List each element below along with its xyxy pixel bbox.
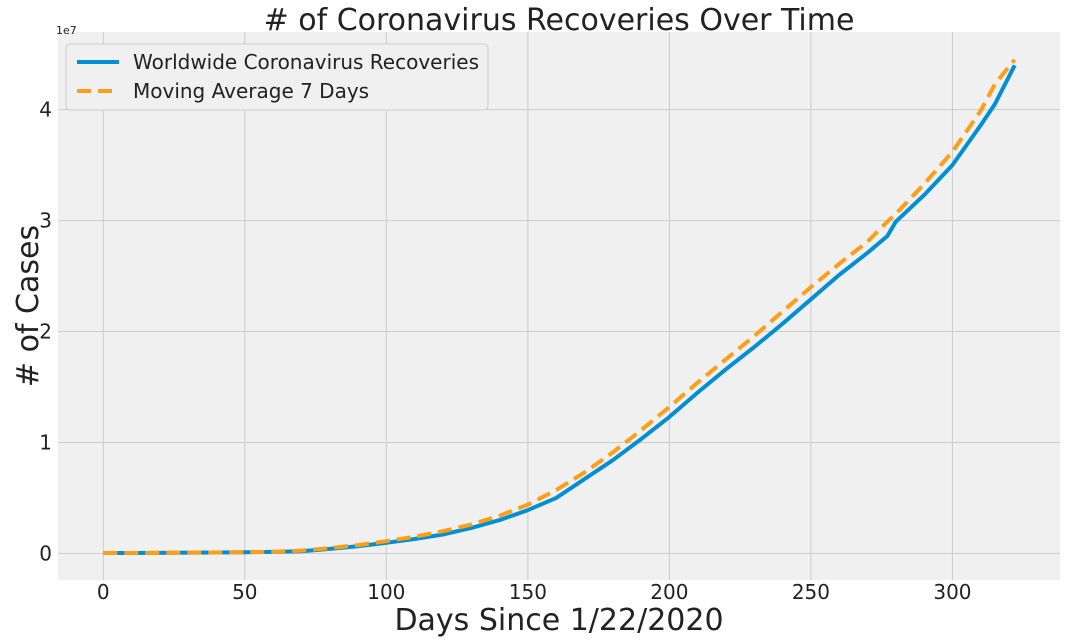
legend-label-recoveries: Worldwide Coronavirus Recoveries	[133, 50, 479, 74]
x-tick-label: 300	[933, 580, 971, 604]
x-tick-label: 100	[367, 580, 405, 604]
series-line-moving-average	[103, 58, 1017, 555]
x-tick-label: 250	[792, 580, 830, 604]
x-tick-label: 0	[97, 580, 110, 604]
legend: Worldwide Coronavirus Recoveries Moving …	[65, 43, 489, 111]
x-tick-label: 200	[650, 580, 688, 604]
y-tick-label: 1	[39, 430, 52, 454]
x-tick-label: 150	[509, 580, 547, 604]
x-axis-label: Days Since 1/22/2020	[394, 603, 723, 638]
y-axis-exponent-label: 1e7	[56, 24, 77, 37]
series-lines	[103, 58, 1017, 555]
x-tick-label: 50	[232, 580, 257, 604]
y-tick-label: 4	[39, 98, 52, 122]
legend-box	[65, 43, 489, 111]
y-tick-label: 0	[39, 541, 52, 565]
y-tick-label: 2	[39, 320, 52, 344]
y-axis-label: # of Cases	[11, 225, 46, 387]
tick-labels: 0 50 100 150 200 250 300 0 1 2 3 4	[39, 98, 971, 604]
legend-label-moving-average: Moving Average 7 Days	[133, 79, 369, 103]
y-tick-label: 3	[39, 209, 52, 233]
chart-title: # of Coronavirus Recoveries Over Time	[264, 3, 855, 38]
